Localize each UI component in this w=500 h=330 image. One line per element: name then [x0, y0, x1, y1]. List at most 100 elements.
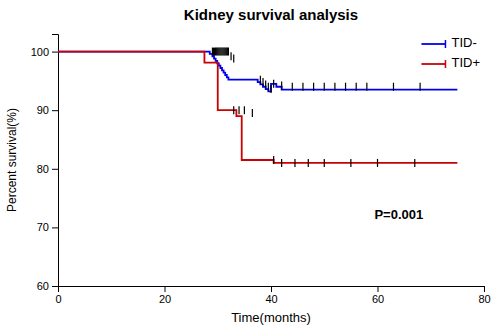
- y-axis-title: Percent survival(%): [5, 108, 19, 212]
- censor-mark: [334, 83, 335, 91]
- censor-mark: [324, 83, 325, 91]
- censor-mark: [225, 48, 226, 56]
- y-tick-label: 60: [37, 280, 49, 292]
- censor-mark: [308, 159, 309, 167]
- x-tick-mark: [165, 286, 166, 292]
- x-axis: 0 20 40 60 80: [55, 286, 490, 305]
- censor-mark: [268, 83, 269, 91]
- censor-mark: [393, 83, 394, 91]
- legend-swatch: [421, 43, 445, 45]
- censor-mark: [324, 159, 325, 167]
- censor-mark: [221, 48, 222, 56]
- censor-mark: [294, 159, 295, 167]
- legend-swatch-tick: [445, 60, 447, 68]
- censor-mark: [350, 159, 351, 167]
- censor-mark: [420, 83, 421, 91]
- censor-mark: [217, 48, 218, 56]
- censor-mark: [345, 83, 346, 91]
- censor-mark: [220, 48, 221, 56]
- censor-mark: [216, 48, 217, 56]
- censor-mark: [212, 48, 213, 56]
- title: Kidney survival analysis: [184, 6, 358, 23]
- censor-mark: [227, 48, 228, 56]
- x-tick-label: 20: [159, 293, 171, 305]
- censor-marks: [234, 106, 415, 167]
- y-tick-mark: [52, 227, 58, 228]
- censor-mark: [313, 83, 314, 91]
- x-tick-label: 0: [55, 293, 61, 305]
- censor-mark: [414, 159, 415, 167]
- legend-swatch-tick: [445, 40, 447, 48]
- censor-mark: [265, 80, 266, 88]
- legend-swatch: [421, 63, 445, 65]
- censor-mark: [228, 48, 229, 56]
- censor-mark: [219, 48, 220, 56]
- y-tick-mark: [52, 286, 58, 287]
- x-tick-mark: [484, 286, 485, 292]
- censor-mark: [233, 106, 234, 114]
- survival-line: [58, 52, 457, 92]
- y-axis-line: [52, 35, 59, 287]
- censor-mark: [377, 159, 378, 167]
- censor-mark: [302, 83, 303, 91]
- y-axis: 60 70 80 90 100: [31, 35, 59, 293]
- x-tick: 80: [478, 286, 490, 305]
- plot-area: 0 20 40 60 80 60 70 80 90 100 P=0.001 TID- TID+: [31, 35, 491, 305]
- censor-mark: [292, 83, 293, 91]
- y-tick-mark: [52, 169, 58, 170]
- legend-item: TID-: [421, 35, 476, 50]
- survival-line: [58, 52, 457, 163]
- x-tick: 0: [55, 286, 61, 305]
- legend: TID- TID+: [421, 35, 480, 70]
- legend-label: TID+: [451, 55, 480, 70]
- x-tick: 60: [372, 286, 384, 305]
- y-tick: 60: [37, 280, 58, 292]
- censor-mark: [273, 156, 274, 164]
- y-tick: 90: [37, 104, 58, 116]
- y-tick-label: 90: [37, 104, 49, 116]
- legend-label: TID-: [451, 35, 476, 50]
- censor-mark: [244, 106, 245, 114]
- censor-mark: [260, 76, 261, 84]
- y-tick-label: 80: [37, 163, 49, 175]
- annotation: P=0.001: [374, 207, 423, 222]
- censor-mark: [226, 48, 227, 56]
- censor-mark: [366, 83, 367, 91]
- x-axis-title: Time(months): [231, 310, 311, 325]
- x-tick-label: 80: [478, 293, 490, 305]
- legend-item: TID+: [421, 55, 480, 70]
- censor-mark: [356, 83, 357, 91]
- censor-mark: [224, 48, 225, 56]
- y-tick-label: 100: [31, 46, 49, 58]
- x-tick: 20: [159, 286, 171, 305]
- censor-mark: [230, 52, 231, 60]
- censor-mark: [270, 85, 271, 93]
- censor-mark: [252, 109, 253, 117]
- censor-mark: [262, 78, 263, 86]
- censor-mark: [281, 82, 282, 90]
- y-tick: 80: [37, 163, 58, 175]
- censor-marks: [212, 48, 420, 94]
- marks: [58, 48, 457, 167]
- y-tick: 70: [37, 221, 58, 233]
- x-tick-mark: [378, 286, 379, 292]
- censor-mark: [273, 80, 274, 88]
- x-tick-mark: [271, 286, 272, 292]
- censor-mark: [218, 48, 219, 56]
- x-tick-label: 60: [372, 293, 384, 305]
- y-tick-label: 70: [37, 221, 49, 233]
- censor-mark: [213, 48, 214, 56]
- censor-mark: [281, 159, 282, 167]
- censor-mark: [233, 55, 234, 63]
- y-tick: 100: [31, 46, 58, 58]
- x-axis-line: [59, 287, 485, 293]
- chart: 0 20 40 60 80 60 70 80 90 100 P=0.001 TID- TID+ Kidne…: [0, 0, 500, 330]
- censor-mark: [214, 48, 215, 56]
- censor-mark: [222, 48, 223, 56]
- censor-mark: [215, 48, 216, 56]
- y-tick-mark: [52, 52, 58, 53]
- y-tick-mark: [52, 110, 58, 111]
- x-tick-label: 40: [265, 293, 277, 305]
- x-tick: 40: [265, 286, 277, 305]
- censor-mark: [238, 106, 239, 114]
